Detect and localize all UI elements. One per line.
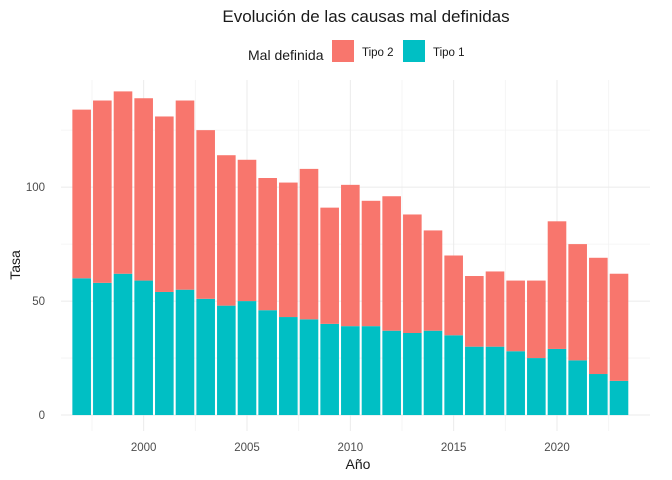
bar-tipo-1-2004 xyxy=(217,305,236,416)
bar-tipo-2-2017 xyxy=(485,271,505,347)
legend-title: Mal definida xyxy=(248,47,324,63)
bar-tipo-2-2021 xyxy=(568,244,587,361)
bar-tipo-1-2011 xyxy=(361,326,381,416)
bar-tipo-1-2006 xyxy=(258,310,277,416)
bar-tipo-1-2018 xyxy=(506,351,525,416)
bar-tipo-1-2002 xyxy=(175,289,195,416)
x-tick-label: 2005 xyxy=(234,442,260,454)
bar-tipo-2-1999 xyxy=(113,91,133,274)
bar-tipo-2-2012 xyxy=(382,196,401,331)
x-tick-label: 2020 xyxy=(544,442,570,454)
bar-tipo-1-2019 xyxy=(527,358,546,416)
bar-tipo-1-1999 xyxy=(113,273,133,416)
bar-tipo-2-2001 xyxy=(155,116,174,292)
bar-tipo-1-2021 xyxy=(568,360,587,416)
x-tick-label: 2010 xyxy=(338,442,364,454)
bar-tipo-2-2005 xyxy=(237,159,257,302)
bar-tipo-1-2016 xyxy=(465,346,484,416)
bar-tipo-1-1998 xyxy=(93,282,112,416)
legend-label-tipo-1: Tipo 1 xyxy=(433,47,465,59)
bar-tipo-1-2009 xyxy=(320,323,339,416)
bar-tipo-1-2014 xyxy=(423,330,443,416)
legend: Mal definida Tipo 2 Tipo 1 xyxy=(248,40,465,63)
bar-tipo-2-2002 xyxy=(175,100,195,290)
bar-tipo-1-2003 xyxy=(196,298,215,416)
x-tick-label: 2000 xyxy=(131,442,157,454)
bar-tipo-2-2010 xyxy=(341,184,360,327)
bar-tipo-2-2004 xyxy=(217,155,236,306)
bar-tipo-2-1997 xyxy=(72,109,91,279)
bar-tipo-2-2014 xyxy=(423,230,443,331)
legend-key-tipo-2 xyxy=(332,40,354,62)
chart-title: Evolución de las causas mal definidas xyxy=(222,7,509,26)
bar-tipo-2-2009 xyxy=(320,207,339,324)
y-tick-label: 0 xyxy=(39,410,45,422)
bar-tipo-1-2000 xyxy=(134,280,153,416)
bar-tipo-1-2001 xyxy=(155,291,174,416)
bar-tipo-2-2006 xyxy=(258,178,277,311)
bar-tipo-1-2010 xyxy=(341,326,360,416)
bar-tipo-1-2023 xyxy=(609,380,629,416)
bar-tipo-2-2008 xyxy=(299,168,319,320)
bar-tipo-2-2016 xyxy=(465,276,484,347)
bar-tipo-2-2015 xyxy=(444,255,463,336)
bar-tipo-2-2019 xyxy=(527,280,546,359)
bar-tipo-1-2017 xyxy=(485,346,505,416)
legend-label-tipo-2: Tipo 2 xyxy=(362,47,394,59)
bar-tipo-2-1998 xyxy=(93,100,112,283)
bar-tipo-1-2012 xyxy=(382,330,401,416)
y-axis: 0 50 100 xyxy=(26,182,45,422)
x-axis-title: Año xyxy=(346,456,371,472)
legend-key-tipo-1 xyxy=(403,40,425,62)
bar-tipo-2-2013 xyxy=(403,214,422,333)
bar-tipo-1-1997 xyxy=(72,278,91,416)
bar-tipo-1-2020 xyxy=(547,348,567,416)
bar-tipo-2-2020 xyxy=(547,221,567,349)
bar-tipo-2-2003 xyxy=(196,130,215,299)
x-tick-label: 2015 xyxy=(441,442,467,454)
bar-tipo-1-2022 xyxy=(589,374,608,416)
y-tick-label: 50 xyxy=(32,296,45,308)
bar-tipo-2-2007 xyxy=(279,182,298,318)
bar-tipo-1-2007 xyxy=(279,317,298,416)
y-tick-label: 100 xyxy=(26,182,45,194)
y-axis-title: Tasa xyxy=(7,250,23,280)
bar-tipo-2-2018 xyxy=(506,280,525,352)
bar-tipo-2-2023 xyxy=(609,273,629,381)
bar-tipo-1-2013 xyxy=(403,332,422,416)
bar-tipo-2-2011 xyxy=(361,200,381,327)
x-axis: 2000 2005 2010 2015 2020 xyxy=(131,442,570,454)
bar-tipo-1-2015 xyxy=(444,335,463,416)
bars xyxy=(72,91,629,416)
bar-tipo-2-2022 xyxy=(589,257,608,375)
bar-tipo-2-2000 xyxy=(134,98,153,281)
bar-tipo-1-2005 xyxy=(237,301,257,416)
bar-tipo-1-2008 xyxy=(299,319,319,416)
